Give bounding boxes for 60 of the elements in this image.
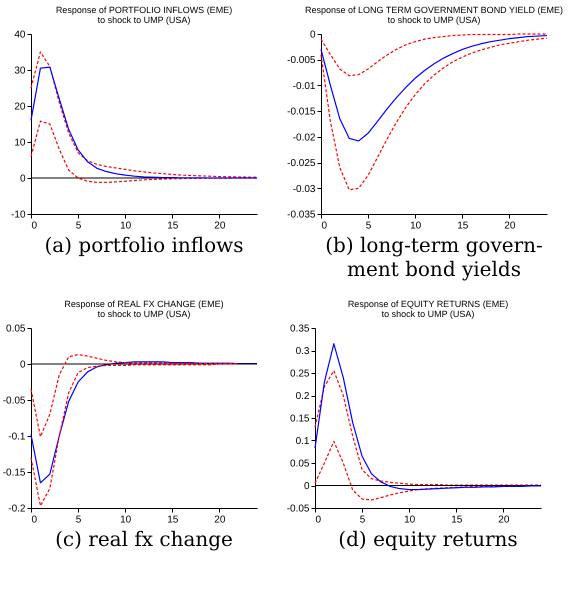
y-tick-label: -0.15 <box>2 468 26 478</box>
y-tick-label: 0.3 <box>296 346 310 357</box>
x-tick-label: 20 <box>504 220 516 232</box>
x-tick-label: 5 <box>76 514 82 526</box>
y-tick-label: -0.03 <box>292 184 316 195</box>
y-tick-label: 0.15 <box>290 414 310 424</box>
y-tick-label: 0.25 <box>290 368 310 380</box>
y-tick-label: 0.05 <box>290 458 310 470</box>
y-tick-label: 10 <box>14 138 26 148</box>
chart-subtitle: to shock to UMP (USA) <box>98 309 190 319</box>
y-tick-label: 0 <box>20 360 26 370</box>
y-tick-label: 30 <box>14 66 26 76</box>
text: (a) portfolio inflows <box>44 233 244 257</box>
x-tick-label: 10 <box>410 220 422 232</box>
x-tick-label: 20 <box>498 514 510 526</box>
y-tick-label: 0.05 <box>6 324 26 334</box>
y-tick-label: 0.2 <box>296 391 310 402</box>
x-tick-label: 5 <box>366 220 372 232</box>
x-tick-label: 15 <box>167 220 179 232</box>
x-tick-label: 0 <box>32 220 38 232</box>
y-tick-label: -0.01 <box>292 80 316 92</box>
x-tick-label: 5 <box>360 514 366 526</box>
x-tick-label: 5 <box>76 220 82 232</box>
chart-subtitle: to shock to UMP (USA) <box>382 309 474 319</box>
x-tick-label: 0 <box>322 220 328 232</box>
y-tick-label: 0 <box>310 30 316 40</box>
y-tick-label: -0.05 <box>2 396 26 406</box>
chart-subtitle: to shock to UMP (USA) <box>98 15 190 25</box>
chart-subtitle: to shock to UMP (USA) <box>388 15 480 25</box>
x-tick-label: 10 <box>404 514 416 526</box>
y-tick-label: -0.015 <box>287 106 316 118</box>
y-tick-label: 0 <box>20 174 26 184</box>
y-tick-label: 20 <box>14 102 26 112</box>
text: (c) real fx change <box>55 527 233 551</box>
chart-title: Response of EQUITY RETURNS (EME) <box>348 299 508 309</box>
y-tick-label: -0.1 <box>8 432 26 442</box>
y-tick-label: -0.025 <box>287 158 316 170</box>
text: (d) equity returns <box>338 527 518 551</box>
x-tick-label: 15 <box>167 514 179 526</box>
y-tick-label: 40 <box>14 30 26 40</box>
y-tick-label: 0 <box>304 481 310 492</box>
y-tick-label: -0.2 <box>8 504 26 514</box>
x-tick-label: 15 <box>451 514 463 526</box>
x-tick-label: 20 <box>214 514 226 526</box>
y-tick-label: 0.35 <box>290 324 310 334</box>
chart-title: Response of REAL FX CHANGE (EME) <box>64 299 224 309</box>
x-tick-label: 0 <box>32 514 38 526</box>
chart-title: Response of PORTFOLIO INFLOWS (EME) <box>56 5 232 15</box>
y-tick-label: -0.05 <box>286 504 310 514</box>
chart-title: Response of LONG TERM GOVERNMENT BOND YIELD (EME) <box>304 5 564 15</box>
x-tick-label: 10 <box>120 514 132 526</box>
x-tick-label: 10 <box>120 220 132 232</box>
y-tick-label: -0.035 <box>287 210 316 220</box>
y-tick-label: -0.005 <box>287 55 316 66</box>
text: (b) long-term govern- ment bond yields <box>325 233 543 281</box>
x-tick-label: 20 <box>214 220 226 232</box>
y-tick-label: 0.1 <box>296 436 310 447</box>
y-tick-label: -0.02 <box>292 132 316 144</box>
x-tick-label: 15 <box>457 220 469 232</box>
y-tick-label: -10 <box>11 210 26 220</box>
